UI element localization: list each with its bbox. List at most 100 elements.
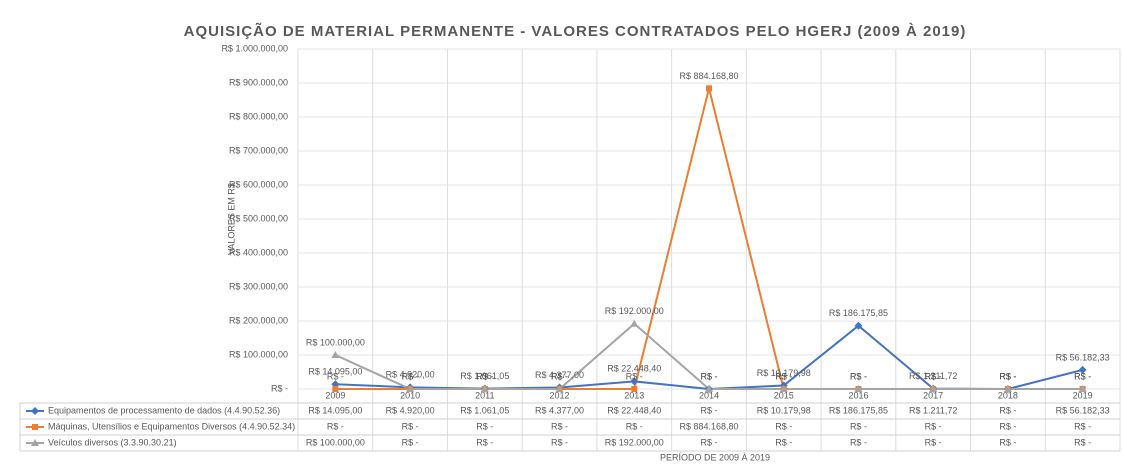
marker: [406, 385, 415, 392]
marker: [332, 386, 339, 392]
marker: [331, 351, 340, 358]
data-label: R$ -: [775, 371, 792, 381]
data-label: R$ -: [551, 371, 568, 381]
y-tick-label: R$ 100.000,00: [229, 349, 288, 359]
table-cell: R$ -: [551, 437, 568, 447]
table-cell: R$ -: [999, 405, 1016, 415]
data-label: R$ -: [626, 371, 643, 381]
data-label: R$ 100.000,00: [306, 337, 365, 347]
table-cell: R$ -: [925, 437, 942, 447]
x-tick-label: 2012: [550, 390, 570, 400]
table-cell: R$ -: [626, 421, 643, 431]
data-label: R$ -: [925, 371, 942, 381]
table-cell: R$ 10.179,98: [757, 405, 811, 415]
table-cell: R$ -: [850, 421, 867, 431]
data-label: R$ -: [850, 371, 867, 381]
marker: [31, 439, 39, 446]
data-label: R$ 1.211,72: [909, 371, 957, 381]
table-cell: R$ -: [775, 421, 792, 431]
x-tick-label: 2016: [848, 390, 868, 400]
data-label: R$ 14.095,00: [308, 367, 362, 377]
x-tick-label: 2018: [998, 390, 1018, 400]
y-tick-label: R$ 500.000,00: [229, 213, 288, 223]
marker: [706, 85, 712, 92]
table-cell: R$ -: [700, 405, 717, 415]
table-cell: R$ 22.448,40: [607, 405, 661, 415]
data-label: R$ -: [999, 371, 1016, 381]
legend-label: Máquinas, Utensílios e Equipamentos Dive…: [48, 421, 295, 431]
data-label: R$ -: [327, 371, 344, 381]
marker: [555, 385, 564, 392]
x-tick-label: 2015: [774, 390, 794, 400]
data-label: R$ 192.000,00: [605, 306, 664, 316]
table-cell: R$ 884.168,80: [679, 421, 738, 431]
data-label: R$ -: [700, 371, 717, 381]
table-cell: R$ -: [476, 421, 493, 431]
table-cell: R$ 56.182,33: [1056, 405, 1110, 415]
table-cell: R$ -: [999, 421, 1016, 431]
data-label: R$ -: [551, 371, 568, 381]
table-cell: R$ 1.061,05: [460, 405, 509, 415]
data-label: R$ 22.448,40: [607, 364, 661, 374]
y-tick-label: R$ 1.000.000,00: [221, 43, 288, 53]
marker: [705, 385, 713, 392]
data-label: R$ 4.920,00: [386, 370, 435, 380]
table-cell: R$ -: [402, 437, 419, 447]
marker: [854, 321, 863, 330]
y-tick-label: R$ 600.000,00: [229, 179, 288, 189]
table-cell: R$ 1.211,72: [909, 405, 957, 415]
marker: [32, 424, 38, 430]
y-tick-label: R$ 400.000,00: [229, 247, 288, 257]
marker: [1003, 385, 1012, 392]
y-tick-label: R$ 800.000,00: [229, 111, 288, 121]
x-tick-label: 2011: [475, 390, 494, 400]
legend-label: Equipamentos de processamento de dados (…: [48, 405, 280, 415]
table-cell: R$ -: [700, 437, 717, 447]
data-label: R$ 884.168,80: [679, 71, 738, 81]
data-label: R$ -: [999, 371, 1016, 381]
data-label: R$ -: [1074, 371, 1091, 381]
table-cell: R$ -: [402, 421, 419, 431]
data-label: R$ 10.179,98: [757, 368, 811, 378]
y-tick-label: R$ 900.000,00: [229, 77, 288, 87]
y-tick-label: R$ -: [271, 383, 288, 393]
data-label: R$ 186.175,85: [829, 308, 888, 318]
marker: [631, 386, 638, 392]
marker: [1078, 365, 1087, 374]
table-cell: R$ 14.095,00: [308, 405, 362, 415]
data-label: R$ -: [476, 371, 493, 381]
marker: [31, 407, 39, 415]
table-cell: R$ -: [327, 421, 344, 431]
chart-title: AQUISIÇÃO DE MATERIAL PERMANENTE - VALOR…: [184, 22, 967, 40]
x-tick-label: 2009: [325, 390, 345, 400]
table-cell: R$ -: [850, 437, 867, 447]
table-cell: R$ 186.175,85: [829, 405, 888, 415]
table-cell: R$ -: [1074, 437, 1091, 447]
y-tick-label: R$ 700.000,00: [229, 145, 288, 155]
marker: [779, 385, 788, 392]
x-tick-label: 2010: [400, 390, 420, 400]
x-tick-label: 2013: [624, 390, 644, 400]
data-label: R$ -: [850, 371, 867, 381]
table-cell: R$ -: [551, 421, 568, 431]
table-cell: R$ 4.920,00: [386, 405, 435, 415]
data-label: R$ -: [925, 371, 942, 381]
x-axis-label: PERÍODO DE 2009 À 2019: [660, 452, 770, 462]
data-label: R$ 56.182,33: [1056, 352, 1110, 362]
table-cell: R$ 4.377,00: [535, 405, 584, 415]
data-label: R$ 1.061,05: [460, 371, 509, 381]
data-label: R$ 4.377,00: [535, 370, 584, 380]
data-label: R$ -: [402, 371, 419, 381]
y-tick-label: R$ 200.000,00: [229, 315, 288, 325]
marker: [854, 385, 863, 392]
marker: [929, 385, 938, 392]
y-tick-label: R$ 300.000,00: [229, 281, 288, 291]
data-label: R$ -: [700, 371, 717, 381]
table-cell: R$ -: [925, 421, 942, 431]
data-label: R$ -: [999, 371, 1016, 381]
data-label: R$ -: [402, 371, 419, 381]
marker: [1078, 385, 1087, 392]
table-cell: R$ -: [476, 437, 493, 447]
data-label: R$ -: [1074, 371, 1091, 381]
